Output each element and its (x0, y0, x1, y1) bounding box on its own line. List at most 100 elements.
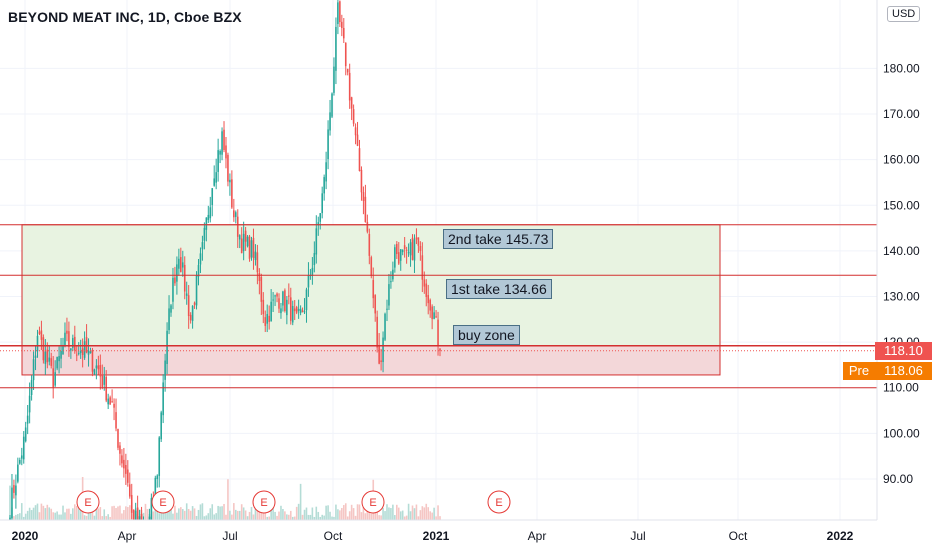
volume-bar (364, 513, 367, 520)
volume-bar (250, 506, 253, 520)
volume-bar (366, 508, 369, 520)
currency-button[interactable]: USD (887, 6, 921, 22)
volume-bar (58, 514, 60, 520)
candle (260, 273, 263, 315)
earnings-marker[interactable]: E (487, 490, 511, 514)
candle (109, 395, 111, 406)
volume-bar (152, 511, 155, 520)
premarket-label: Pre (843, 362, 875, 380)
candle (288, 283, 290, 305)
candle (95, 359, 98, 380)
volume-bar (352, 508, 355, 520)
volume-bar (331, 516, 333, 520)
y-tick-label: 140.00 (883, 244, 920, 258)
volume-bar (344, 503, 347, 520)
earnings-marker[interactable]: E (151, 490, 175, 514)
x-tick-label: 2021 (423, 529, 450, 543)
volume-bar (384, 511, 386, 520)
candle (127, 460, 129, 487)
volume-bar (315, 506, 318, 520)
candle (183, 256, 186, 300)
volume-bar (97, 508, 100, 520)
volume-bar (201, 503, 204, 520)
candle (344, 42, 347, 76)
earnings-marker[interactable]: E (361, 490, 385, 514)
candle (293, 300, 296, 321)
x-tick-label: Jul (222, 529, 237, 543)
volume-bar (199, 504, 202, 520)
candle (111, 389, 113, 403)
candle (437, 311, 439, 356)
volume-bar (301, 514, 304, 520)
volume-bar (305, 507, 308, 520)
candle (213, 165, 216, 187)
y-tick-label: 160.00 (883, 153, 920, 167)
candle (197, 259, 200, 286)
volume-bar (268, 516, 270, 520)
volume-bar (181, 509, 184, 520)
volume-bar (52, 512, 54, 520)
annotation-buy-zone[interactable]: buy zone (453, 324, 520, 345)
volume-bar (323, 515, 325, 520)
candle (315, 215, 318, 264)
candle (113, 398, 115, 421)
candle (107, 393, 109, 410)
volume-bar (299, 483, 302, 520)
volume-bar (89, 510, 92, 520)
volume-bar (417, 516, 420, 520)
candle (34, 345, 37, 371)
volume-bar (329, 511, 331, 520)
candle (231, 170, 233, 209)
stop-zone[interactable] (21, 345, 721, 376)
profit-zone[interactable] (21, 224, 721, 347)
candle (207, 205, 210, 223)
earnings-marker[interactable]: E (252, 490, 276, 514)
candle (75, 345, 78, 362)
volume-bar (197, 509, 200, 520)
candle (433, 306, 435, 320)
candle (276, 292, 278, 303)
volume-bar (360, 512, 363, 520)
volume-bar (109, 516, 111, 520)
volume-bar (223, 503, 225, 520)
candle (246, 235, 249, 248)
candle (125, 453, 127, 485)
volume-bar (321, 514, 323, 520)
svg-text:E: E (159, 497, 166, 509)
earnings-marker[interactable]: E (76, 490, 100, 514)
volume-bar (390, 508, 392, 520)
volume-bar (28, 507, 31, 520)
candle (70, 347, 72, 359)
candle (301, 307, 304, 313)
volume-bar (26, 510, 29, 520)
candle (185, 281, 188, 305)
candle (115, 398, 117, 432)
annotation-2nd-take[interactable]: 2nd take 145.73 (443, 228, 554, 249)
candle (252, 228, 255, 270)
volume-bar (350, 504, 353, 520)
annotation-1st-take[interactable]: 1st take 134.66 (446, 279, 552, 300)
candle (311, 257, 314, 285)
candle (36, 329, 39, 358)
y-axis[interactable]: 180.00170.00160.00150.00140.00130.00120.… (876, 0, 932, 550)
candle (409, 239, 412, 267)
volume-bar (13, 516, 15, 520)
volume-bar (284, 511, 286, 520)
volume-bar (50, 508, 53, 520)
volume-bar (211, 504, 214, 520)
x-tick-label: 2022 (827, 529, 854, 543)
volume-bar (409, 511, 412, 520)
candle (217, 138, 219, 182)
volume-bar (317, 511, 320, 520)
volume-bar (234, 509, 237, 520)
volume-bar (346, 516, 349, 520)
candle (156, 474, 159, 488)
volume-bar (258, 506, 261, 520)
x-axis[interactable]: 2020 Apr Jul Oct 2021 Apr Jul Oct 2022 (0, 519, 932, 550)
candle (103, 366, 106, 391)
volume-bar (376, 506, 378, 520)
volume-bar (313, 516, 316, 520)
volume-bar (413, 508, 416, 520)
